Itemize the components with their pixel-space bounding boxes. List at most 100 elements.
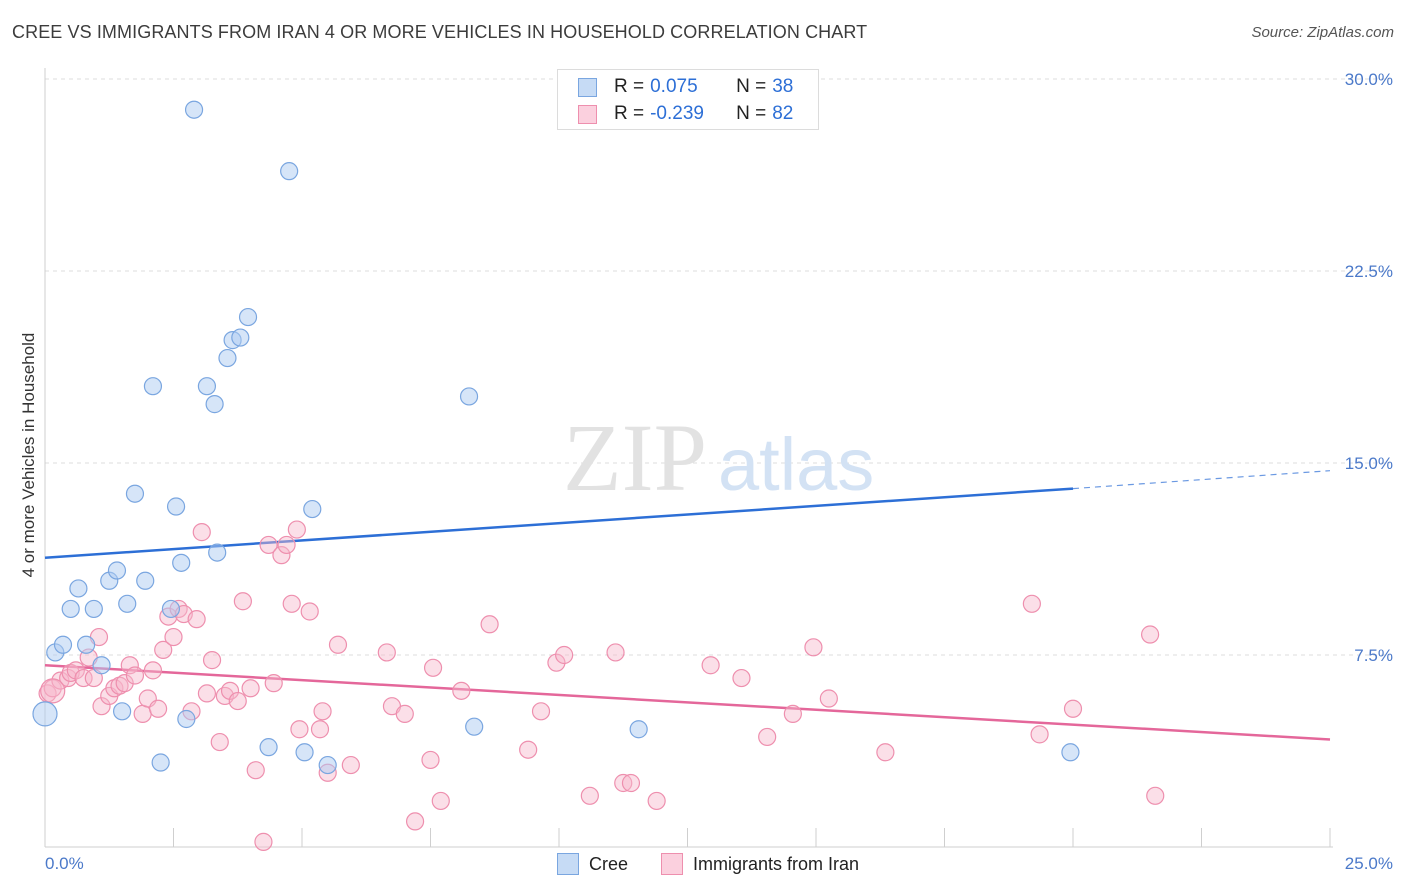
- cree-point: [238, 307, 258, 327]
- cree-point: [172, 553, 191, 572]
- legend-row-cree: R = 0.075 N = 38: [578, 74, 793, 100]
- cree-trend-line: [44, 487, 1074, 559]
- cree-point: [61, 599, 80, 619]
- iran-point: [313, 702, 332, 721]
- cree-point: [118, 594, 137, 613]
- iran-point: [421, 750, 440, 770]
- cree-point: [107, 561, 127, 580]
- iran-point: [154, 640, 173, 659]
- cree-point: [465, 717, 484, 736]
- iran-point: [621, 773, 641, 793]
- iran-point: [259, 535, 278, 555]
- iran-point: [328, 635, 348, 654]
- source-label: Source: ZipAtlas.com: [1251, 24, 1394, 41]
- iran-point: [395, 704, 414, 723]
- y-tick-label: 15.0%: [1345, 454, 1393, 473]
- iran-point: [228, 691, 247, 711]
- stats-legend: R = 0.075 N = 38 R = -0.239 N = 82: [557, 69, 819, 130]
- iran-point: [580, 786, 599, 805]
- iran-point: [187, 610, 206, 629]
- iran-points: [38, 520, 1165, 851]
- iran-point: [59, 668, 78, 688]
- cree-point: [53, 635, 73, 654]
- iran-point: [282, 594, 301, 613]
- iran-point: [614, 773, 633, 793]
- iran-point: [74, 668, 93, 688]
- iran-point: [876, 743, 895, 762]
- iran-point: [66, 661, 85, 680]
- iran-point: [110, 676, 129, 695]
- iran-point: [254, 832, 273, 851]
- cree-point: [259, 738, 278, 757]
- iran-point: [1022, 594, 1041, 613]
- bottom-legend-cree: Cree: [557, 851, 628, 877]
- cree-point: [161, 599, 181, 619]
- iran-point: [290, 720, 309, 739]
- cree-point: [136, 571, 155, 590]
- iran-point: [115, 674, 134, 693]
- cree-point: [112, 702, 132, 721]
- cree-point: [295, 743, 314, 762]
- iran-point: [202, 651, 222, 670]
- bottom-legend-iran: Immigrants from Iran: [661, 851, 859, 877]
- legend-r-label: R =: [614, 76, 645, 97]
- cree-point: [166, 497, 186, 516]
- iran-point: [377, 643, 396, 662]
- cree-point: [231, 328, 250, 347]
- cree-point: [177, 709, 196, 729]
- cree-point: [208, 543, 227, 562]
- watermark-zip: ZIP: [563, 404, 707, 511]
- grid-lines: [45, 78, 1390, 656]
- iran-point: [277, 535, 296, 555]
- iran-point: [164, 627, 183, 647]
- cree-point: [459, 387, 479, 406]
- bottom-legend-cree-label: Cree: [589, 853, 629, 874]
- iran-point: [732, 668, 751, 688]
- cree-point: [69, 579, 88, 598]
- cree-point: [303, 499, 322, 519]
- iran-point: [531, 702, 551, 721]
- cree-point: [77, 635, 96, 654]
- legend-r-value: 0.075: [650, 76, 698, 97]
- iran-point: [105, 679, 124, 698]
- iran-point: [192, 523, 211, 542]
- iran-point: [125, 666, 145, 685]
- iran-point: [819, 689, 838, 708]
- iran-swatch: [661, 853, 683, 875]
- cree-point: [84, 599, 103, 619]
- cree-trend-extension: [1072, 470, 1331, 490]
- iran-point: [783, 704, 802, 723]
- iran-point: [480, 615, 499, 634]
- iran-point: [405, 812, 425, 831]
- x-tick-label: 0.0%: [45, 854, 84, 873]
- iran-point: [547, 653, 566, 672]
- legend-r-label: R =: [614, 103, 645, 124]
- cree-point: [205, 395, 224, 414]
- axes: [44, 68, 1333, 848]
- iran-point: [1063, 699, 1083, 718]
- iran-point: [272, 546, 291, 565]
- y-tick-label: 22.5%: [1345, 262, 1393, 281]
- iran-point: [143, 661, 163, 680]
- legend-n-label: N =: [736, 103, 767, 124]
- iran-point: [197, 684, 217, 703]
- iran-point: [647, 791, 666, 811]
- cree-point: [218, 348, 237, 368]
- iran-point: [758, 727, 777, 747]
- legend-r-value: -0.239: [650, 103, 704, 124]
- watermark-atlas: atlas: [718, 423, 874, 506]
- cree-swatch: [578, 77, 597, 97]
- legend-n-value: 82: [772, 103, 794, 124]
- cree-point: [143, 377, 163, 396]
- iran-point: [43, 679, 62, 698]
- iran-point: [133, 704, 152, 723]
- cree-point: [197, 377, 217, 396]
- iran-point: [606, 643, 625, 662]
- watermark: ZIP atlas: [563, 404, 874, 511]
- cree-point: [318, 755, 337, 775]
- iran-point: [233, 592, 252, 611]
- cree-point: [1061, 743, 1080, 762]
- iran-point: [246, 761, 265, 780]
- iran-point: [1146, 786, 1165, 805]
